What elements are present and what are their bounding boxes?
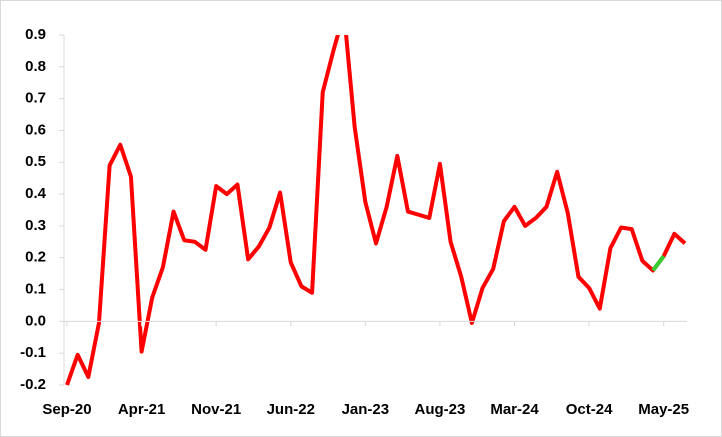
x-tick-label: Mar-24: [490, 401, 539, 418]
x-tick-label: Aug-23: [415, 401, 466, 418]
x-tick-label: Jun-22: [267, 401, 315, 418]
x-tick-label: Nov-21: [191, 401, 241, 418]
y-tick-label: 0.1: [25, 281, 46, 298]
y-tick-label: -0.1: [20, 344, 46, 361]
y-tick-label: 0.4: [25, 185, 47, 202]
y-tick-label: 0.9: [25, 26, 46, 43]
x-tick-label: May-25: [638, 401, 689, 418]
y-tick-label: 0.3: [25, 217, 46, 234]
x-tick-label: Oct-24: [566, 401, 613, 418]
y-tick-label: 0.6: [25, 121, 46, 138]
y-tick-label: 0.2: [25, 249, 46, 266]
y-tick-label: -0.2: [20, 376, 46, 393]
data-line: [651, 254, 666, 272]
x-tick-label: Sep-20: [42, 401, 91, 418]
plot-area: [65, 35, 687, 386]
y-tick-label: 0.0: [25, 312, 46, 329]
x-tick-label: Apr-21: [118, 401, 166, 418]
y-tick-label: 0.5: [25, 153, 46, 170]
y-tick-label: 0.7: [25, 90, 46, 107]
x-tick-label: Jan-23: [342, 401, 390, 418]
y-tick-label: 0.8: [25, 58, 46, 75]
data-line: [65, 35, 687, 386]
